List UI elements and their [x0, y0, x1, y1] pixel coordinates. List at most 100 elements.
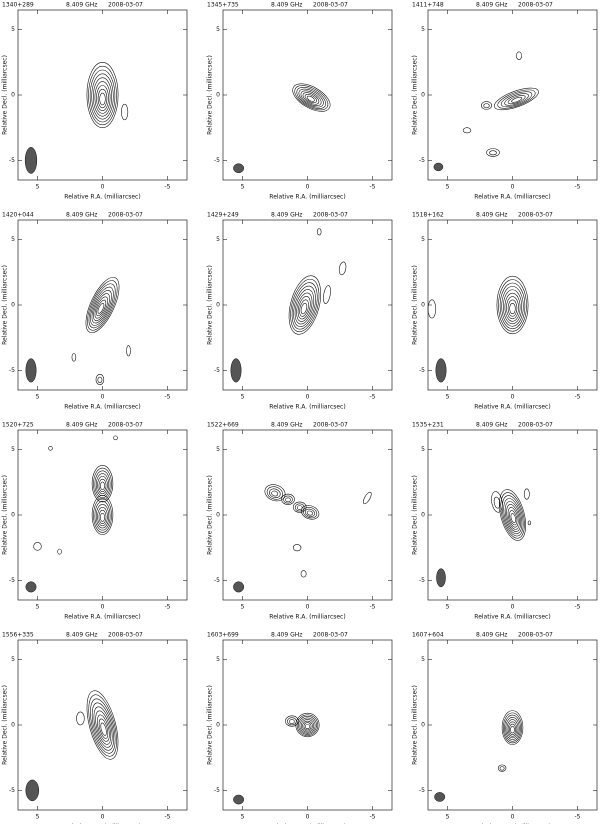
y-tick-label: -5: [419, 577, 425, 584]
contour: [523, 488, 530, 500]
contour: [95, 374, 105, 386]
y-tick-label: -5: [214, 577, 220, 584]
contour: [100, 512, 105, 522]
contour: [89, 69, 116, 123]
contour: [297, 296, 311, 320]
x-tick-label: 5: [241, 184, 245, 191]
contour: [94, 470, 111, 499]
contour: [71, 353, 77, 362]
panel: 1556+335 8.409 GHz 2008-03-07 5 0 -5 -5 0 5 Relat…: [2, 632, 188, 824]
plot-frame: [427, 639, 598, 811]
contour: [86, 62, 119, 128]
contour: [98, 718, 109, 739]
x-tick-label: 0: [101, 814, 105, 821]
contour: [97, 88, 108, 109]
y-tick-label: -5: [9, 157, 15, 164]
plot-frame: [17, 639, 188, 811]
y-tick-label: 5: [216, 26, 220, 33]
panel: 1420+044 8.409 GHz 2008-03-07 5 0 -5 -5 0 5 Relat…: [2, 212, 188, 411]
panel: 1345+735 8.409 GHz 2008-03-07 5 0 -5 -5 0 5 Relat…: [207, 2, 393, 201]
contour: [497, 89, 536, 109]
contour: [88, 283, 116, 329]
date: 2008-03-07: [108, 632, 143, 639]
x-tick-label: 0: [101, 394, 105, 401]
beam: [233, 163, 245, 174]
x-tick-label: 5: [446, 604, 450, 611]
frequency: 8.409 GHz: [476, 2, 507, 9]
y-tick-label: 5: [11, 26, 15, 33]
contour: [296, 292, 313, 322]
frequency: 8.409 GHz: [271, 632, 302, 639]
y-axis-label: Relative Decl. (milliarcsec): [207, 475, 214, 555]
contour: [511, 96, 523, 103]
source-name: 1556+335: [2, 632, 34, 639]
contour: [281, 493, 295, 505]
contour: [507, 95, 526, 105]
contour: [96, 85, 109, 111]
contour: [294, 503, 305, 512]
contour: [285, 715, 299, 727]
y-axis-label: Relative Decl. (milliarcsec): [412, 55, 419, 135]
x-tick-label: 0: [306, 814, 310, 821]
contour: [95, 710, 112, 745]
contour: [97, 714, 110, 742]
contour: [121, 103, 129, 121]
contour: [306, 510, 313, 516]
contour: [304, 723, 311, 730]
plot-frame: [222, 219, 393, 391]
contour: [298, 716, 317, 735]
contour: [504, 714, 521, 742]
x-tick-label: 0: [306, 184, 310, 191]
contour: [323, 285, 331, 304]
contour: [499, 489, 526, 541]
contour: [296, 714, 319, 736]
contour: [76, 711, 85, 726]
y-axis-label: Relative Decl. (milliarcsec): [207, 265, 214, 345]
contour: [302, 92, 320, 105]
plot-frame: [222, 639, 393, 811]
x-axis-label: Relative R.A. (milliarcsec): [474, 404, 550, 411]
contour: [498, 279, 527, 332]
contour: [294, 85, 329, 111]
y-tick-label: 0: [216, 722, 220, 729]
contour: [493, 496, 501, 509]
contour: [91, 289, 112, 324]
contour: [292, 83, 331, 112]
contour: [502, 712, 523, 744]
x-tick-label: -5: [370, 184, 376, 191]
x-tick-label: -5: [575, 184, 581, 191]
plot-frame: [427, 429, 598, 601]
panel: 1411+748 8.409 GHz 2008-03-07 5 0 -5 -5 0 5 Relat…: [412, 2, 598, 201]
contour: [91, 702, 114, 751]
beam: [433, 162, 444, 172]
contour: [100, 722, 107, 736]
contour: [509, 510, 518, 526]
contour: [94, 81, 111, 114]
contour: [90, 698, 116, 754]
source-name: 1345+735: [207, 2, 239, 9]
source-name: 1535+231: [412, 422, 444, 429]
contour: [97, 506, 108, 527]
contour: [91, 73, 114, 120]
contour: [500, 91, 533, 108]
contour: [289, 719, 295, 724]
contour: [94, 501, 111, 531]
contour: [462, 127, 472, 134]
y-tick-label: 0: [11, 92, 15, 99]
x-tick-label: 5: [446, 814, 450, 821]
y-axis-label: Relative Decl. (milliarcsec): [207, 685, 214, 765]
x-tick-label: 5: [36, 394, 40, 401]
contour: [504, 93, 529, 106]
contour: [516, 51, 522, 60]
y-tick-label: -5: [214, 367, 220, 374]
date: 2008-03-07: [518, 212, 553, 219]
contour: [316, 228, 322, 236]
contour: [126, 345, 131, 357]
x-tick-label: 5: [446, 184, 450, 191]
frequency: 8.409 GHz: [271, 212, 302, 219]
date: 2008-03-07: [108, 212, 143, 219]
y-tick-label: 0: [421, 722, 425, 729]
contour: [497, 764, 507, 772]
plot-frame: [17, 219, 188, 391]
contour: [427, 299, 437, 319]
